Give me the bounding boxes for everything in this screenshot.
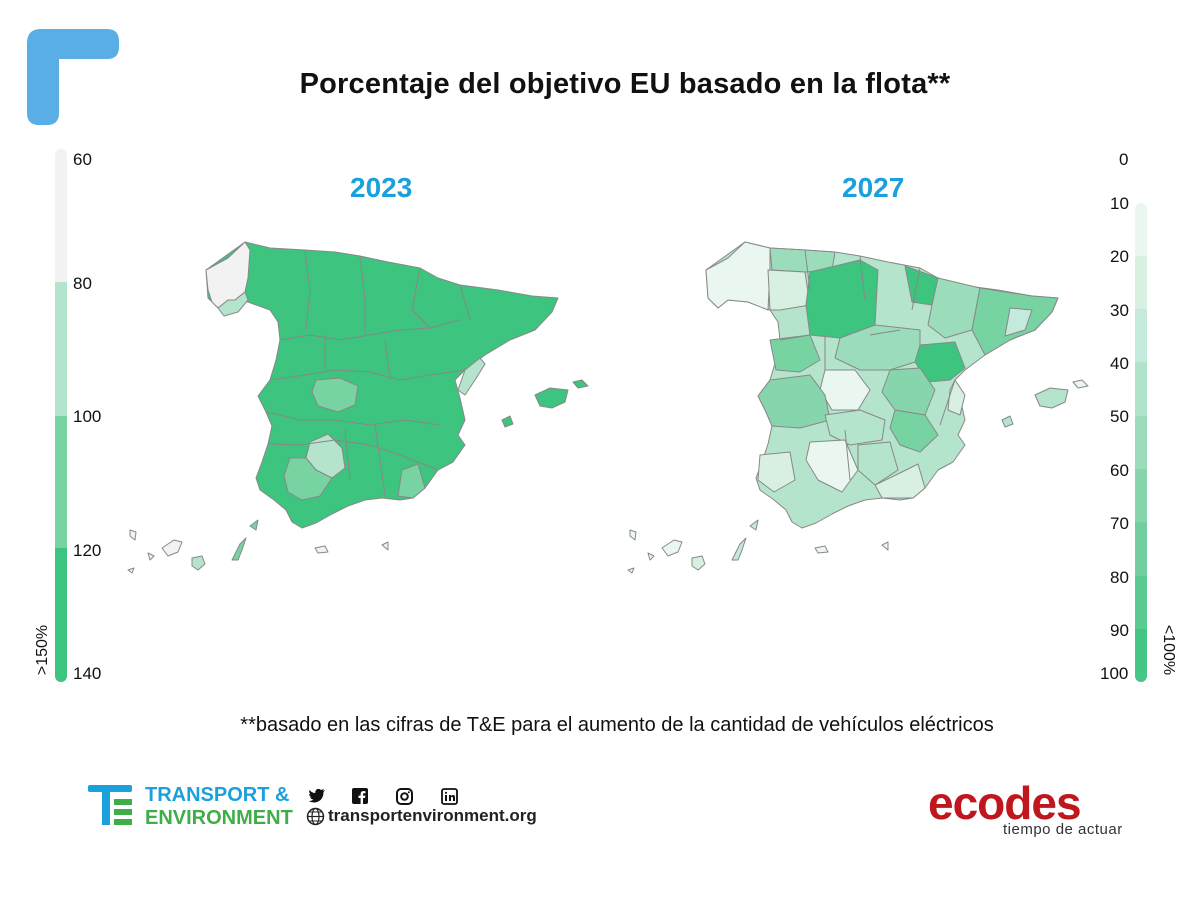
legend-2023-label: >150% [34,624,52,676]
footnote: **basado en las cifras de T&E para el au… [240,714,994,736]
legend-2027-tick: 80 [1110,568,1129,587]
legend-2023-segment [55,282,67,416]
legend-2023-segment [55,149,67,282]
ecodes-logo: ecodes [928,777,1082,829]
balearic-islands [534,387,569,409]
toledo-region [824,409,886,446]
map-spain-2023 [127,241,589,574]
te-brand-line1: TRANSPORT & [145,784,290,806]
ceuta-melilla [314,541,389,554]
huelva-region [757,451,796,493]
te-brand-line2: ENVIRONMENT [145,807,293,829]
canary-islands [127,529,183,574]
legend-2027-tick: 40 [1110,354,1129,373]
castilla-north-region [805,259,879,339]
canary-islands [731,519,759,561]
canary-islands [191,555,206,571]
legend-2027-label: <100% [1160,624,1178,676]
madrid-area-region [311,377,359,413]
corner-brand-shape [27,29,119,125]
year-2027-label: 2027 [842,172,905,203]
canary-islands [231,519,259,561]
twitter-icon[interactable] [308,788,326,804]
transport-environment-logo-icon [88,785,132,825]
legend-2027-segment [1135,256,1147,309]
granada-region [874,463,926,499]
ceuta-melilla [814,541,889,554]
legend-2027-segment [1135,203,1147,256]
balearic-islands [1001,415,1014,428]
instagram-icon[interactable] [396,788,413,805]
legend-2027-segment [1135,469,1147,522]
jaen-region [857,441,899,486]
leon-region [767,269,811,311]
legend-2027-segment [1135,522,1147,576]
canary-islands [691,555,706,571]
legend-2027-tick: 50 [1110,407,1129,426]
balearic-islands [501,415,514,428]
page-title: Porcentaje del objetivo EU basado en la … [299,68,951,100]
castellon-region [457,357,486,396]
balearic-islands [1072,379,1089,389]
legend-2027-segment [1135,309,1147,362]
castilla-centre-region [834,324,921,371]
balearic-islands [1034,387,1069,409]
canary-islands [627,529,683,574]
legend-2027-tick: 60 [1110,461,1129,480]
extremadura-region [757,374,831,429]
legend-2023-tick: 140 [73,664,102,683]
legend-2023-segment [55,548,67,682]
legend-2027-tick: 0 [1119,150,1129,169]
legend-2023-tick: 120 [73,541,102,560]
legend-2027-tick: 90 [1110,621,1129,640]
year-2023-label: 2023 [350,172,413,203]
mainland-region [205,241,559,529]
legend-2027-tick: 20 [1110,247,1129,266]
legend-2027-segment [1135,416,1147,469]
website-link[interactable]: transportenvironment.org [328,806,537,825]
almeria-region [397,463,426,499]
legend-2023-tick: 60 [73,150,92,169]
linkedin-icon[interactable] [441,788,458,805]
catalonia-tarragona [1004,307,1033,337]
ecodes-tagline: tiempo de actuar [1003,821,1123,838]
albacete-region [889,409,939,453]
legend-2027-tick: 30 [1110,301,1129,320]
legend-2027-tick: 70 [1110,514,1129,533]
pontevedra-region [217,291,249,317]
andalucia-west-region [805,439,859,493]
facebook-icon[interactable] [352,788,368,804]
legend-2023-tick: 80 [73,274,92,293]
balearic-islands [572,379,589,389]
globe-icon [306,807,325,826]
sevilla-region [283,457,333,501]
legend-2027-tick: 10 [1110,194,1129,213]
legend-2023-tick: 100 [73,407,102,426]
te-brand-text: TRANSPORT & ENVIRONMENT [145,784,293,830]
galicia-region [705,241,771,311]
legend-2027-segment [1135,576,1147,629]
legend-2023-segment [55,416,67,548]
legend-2027-segment [1135,629,1147,682]
legend-2027-tick: 100 [1100,664,1129,683]
legend-2027-segment [1135,362,1147,416]
map-spain-2027 [627,241,1089,574]
